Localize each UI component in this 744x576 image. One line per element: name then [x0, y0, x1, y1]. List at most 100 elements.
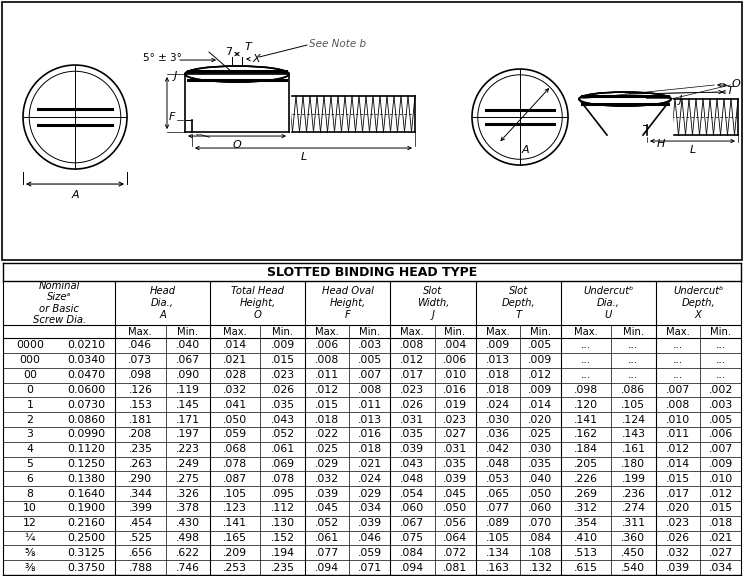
Text: .130: .130	[271, 518, 295, 528]
Text: Nominal
Sizeᵃ
or Basic
Screw Dia.: Nominal Sizeᵃ or Basic Screw Dia.	[33, 281, 86, 325]
Text: X: X	[252, 54, 260, 64]
Text: .048: .048	[400, 473, 424, 484]
Text: 4: 4	[27, 444, 33, 454]
Text: .019: .019	[443, 400, 467, 410]
Text: .007: .007	[708, 444, 733, 454]
Text: .145: .145	[176, 400, 200, 410]
Text: .378: .378	[176, 503, 200, 513]
Text: .007: .007	[358, 370, 382, 380]
Text: ...: ...	[581, 340, 591, 350]
Text: .039: .039	[666, 563, 690, 573]
Text: .039: .039	[400, 444, 424, 454]
Text: .068: .068	[223, 444, 247, 454]
Text: Max.: Max.	[129, 327, 153, 336]
Text: ⅝: ⅝	[25, 548, 35, 558]
Text: 2: 2	[27, 415, 33, 425]
Text: .194: .194	[271, 548, 295, 558]
Bar	[578, 99, 672, 136]
Text: .040: .040	[528, 473, 553, 484]
Text: .041: .041	[223, 400, 247, 410]
Text: .052: .052	[271, 429, 295, 439]
Text: .014: .014	[666, 459, 690, 469]
Text: SLOTTED BINDING HEAD TYPE: SLOTTED BINDING HEAD TYPE	[267, 266, 477, 279]
Text: .050: .050	[223, 415, 247, 425]
Text: .032: .032	[666, 548, 690, 558]
Text: 0.2160: 0.2160	[67, 518, 105, 528]
Text: Max.: Max.	[574, 327, 598, 336]
Text: 6: 6	[27, 473, 33, 484]
Text: .032: .032	[223, 385, 247, 395]
Text: 0.1640: 0.1640	[67, 488, 105, 499]
Text: 0.1900: 0.1900	[67, 503, 105, 513]
Text: .788: .788	[129, 563, 153, 573]
Text: Undercutᵇ
Dia.,
U: Undercutᵇ Dia., U	[583, 286, 633, 320]
Text: .039: .039	[358, 518, 382, 528]
Text: .029: .029	[358, 488, 382, 499]
Text: .017: .017	[666, 488, 690, 499]
Text: T: T	[245, 42, 251, 52]
Text: .052: .052	[315, 518, 339, 528]
Text: .326: .326	[176, 488, 200, 499]
Text: .030: .030	[528, 444, 553, 454]
Text: .078: .078	[223, 459, 247, 469]
Text: .008: .008	[400, 340, 425, 350]
Text: .045: .045	[315, 503, 339, 513]
Text: .084: .084	[528, 533, 553, 543]
Text: ...: ...	[673, 355, 683, 365]
Text: Undercutᵇ
Depth,
X: Undercutᵇ Depth, X	[673, 286, 723, 320]
Text: .012: .012	[315, 385, 339, 395]
Text: .015: .015	[666, 473, 690, 484]
Text: .290: .290	[129, 473, 153, 484]
Text: J: J	[679, 95, 682, 105]
Text: .209: .209	[223, 548, 247, 558]
Text: .008: .008	[358, 385, 382, 395]
Text: L: L	[690, 145, 696, 155]
Text: .073: .073	[129, 355, 153, 365]
Text: .010: .010	[666, 415, 690, 425]
Text: .040: .040	[176, 340, 200, 350]
Text: .010: .010	[708, 473, 733, 484]
Text: 0.0860: 0.0860	[67, 415, 105, 425]
Text: Min.: Min.	[444, 327, 466, 336]
Text: .018: .018	[486, 370, 510, 380]
Text: 5: 5	[27, 459, 33, 469]
Text: .024: .024	[486, 400, 510, 410]
Text: .035: .035	[528, 459, 553, 469]
Text: .027: .027	[708, 548, 733, 558]
Text: .235: .235	[271, 563, 295, 573]
Text: .009: .009	[528, 385, 553, 395]
Text: .199: .199	[621, 473, 645, 484]
Text: .312: .312	[574, 503, 598, 513]
Text: .014: .014	[528, 400, 553, 410]
Text: .043: .043	[271, 415, 295, 425]
Text: .236: .236	[621, 488, 645, 499]
Text: .015: .015	[708, 503, 733, 513]
Text: .208: .208	[129, 429, 153, 439]
Text: .746: .746	[176, 563, 200, 573]
Text: .018: .018	[358, 444, 382, 454]
Text: .105: .105	[486, 533, 510, 543]
Text: .165: .165	[223, 533, 247, 543]
Text: .035: .035	[443, 459, 467, 469]
Text: .011: .011	[315, 370, 339, 380]
Text: .061: .061	[271, 444, 295, 454]
Text: .094: .094	[315, 563, 339, 573]
Text: .120: .120	[574, 400, 598, 410]
Text: 5° ± 3°: 5° ± 3°	[143, 53, 182, 63]
Text: H: H	[657, 139, 665, 149]
Text: .023: .023	[443, 415, 467, 425]
Text: .050: .050	[443, 503, 467, 513]
Text: .410: .410	[574, 533, 598, 543]
Text: .119: .119	[176, 385, 200, 395]
Text: .197: .197	[176, 429, 200, 439]
Text: .039: .039	[443, 473, 467, 484]
Text: .354: .354	[574, 518, 598, 528]
Text: ...: ...	[629, 355, 638, 365]
Text: .059: .059	[223, 429, 247, 439]
Text: .454: .454	[129, 518, 153, 528]
Text: ...: ...	[716, 355, 725, 365]
Text: .060: .060	[400, 503, 425, 513]
Text: .124: .124	[621, 415, 645, 425]
Text: .031: .031	[400, 415, 424, 425]
Text: .108: .108	[528, 548, 553, 558]
